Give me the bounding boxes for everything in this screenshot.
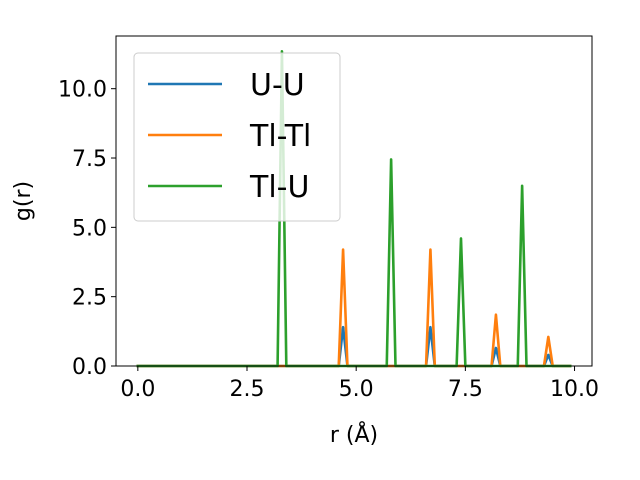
plot-frame — [115, 35, 593, 367]
x-tick-label: 2.5 — [230, 377, 265, 402]
y-tick-label: 0.0 — [72, 355, 107, 380]
legend-frame — [133, 52, 341, 222]
y-tick-label: 5.0 — [72, 216, 107, 241]
y-ticks: 0.0 2.5 5.0 7.5 10.0 — [58, 78, 116, 380]
legend-label-u-u: U-U — [250, 68, 305, 103]
x-tick-label: 5.0 — [339, 377, 374, 402]
x-tick-label: 10.0 — [550, 377, 599, 402]
legend-label-tl-tl: Tl-Tl — [249, 119, 311, 154]
x-tick-label: 0.0 — [120, 377, 155, 402]
x-ticks: 0.0 2.5 5.0 7.5 10.0 — [120, 366, 599, 402]
x-tick-label: 7.5 — [448, 377, 483, 402]
y-axis-label: g(r) — [11, 181, 36, 221]
legend: U-U Tl-Tl Tl-U — [133, 52, 341, 222]
y-tick-label: 10.0 — [58, 78, 107, 103]
y-tick-label: 2.5 — [72, 286, 107, 311]
x-axis-label: r (Å) — [330, 421, 378, 448]
y-tick-label: 7.5 — [72, 147, 107, 172]
legend-label-tl-u: Tl-U — [249, 170, 309, 205]
